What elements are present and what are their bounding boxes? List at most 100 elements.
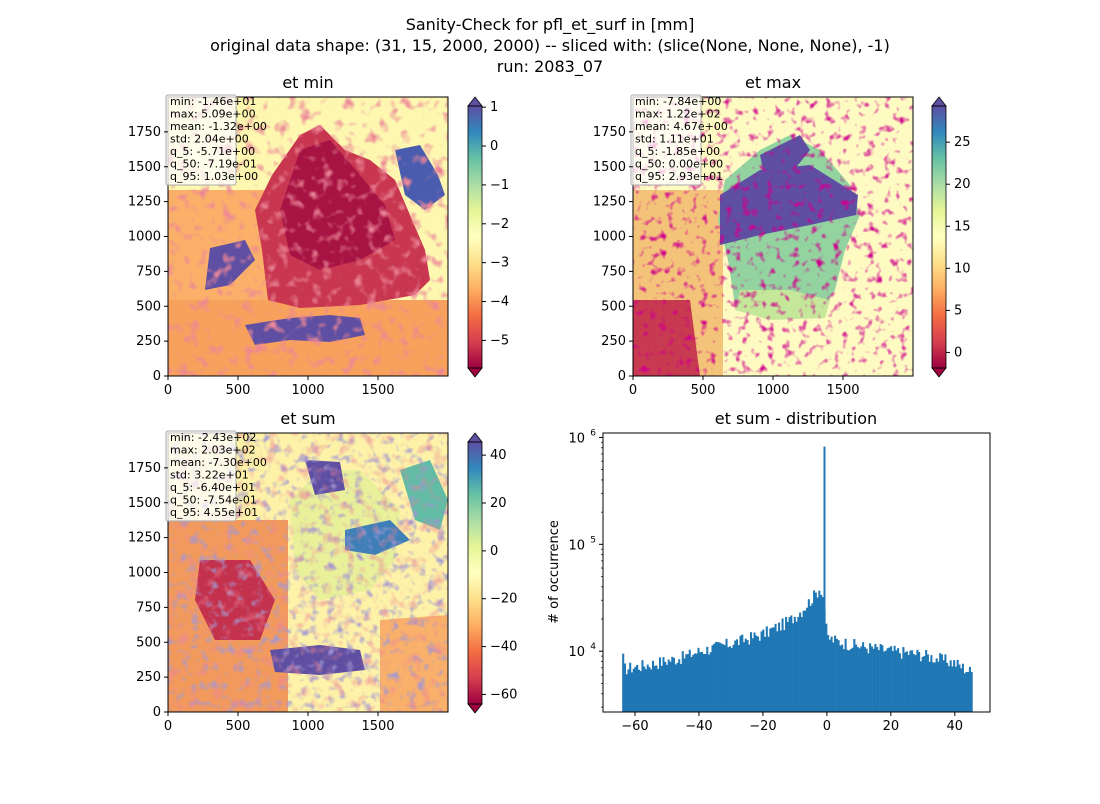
histogram-bar: [940, 654, 943, 712]
histogram-bar: [905, 651, 908, 712]
histogram-bar: [799, 612, 802, 712]
histogram-bar: [876, 647, 879, 712]
x-tick-label: 1500: [361, 383, 394, 398]
histogram-bar: [869, 643, 872, 712]
histogram-bar: [702, 653, 705, 712]
colorbar-gradient: [932, 106, 946, 368]
colorbar-frame: [467, 105, 483, 369]
histogram-bar: [785, 616, 788, 712]
histogram-bar: [879, 644, 882, 712]
histogram-bar: [904, 652, 907, 712]
histogram-bar: [902, 647, 905, 712]
stats-line: q_50: 0.00e+00: [635, 158, 723, 171]
histogram-bar: [665, 664, 669, 712]
histogram-bar: [960, 668, 963, 712]
colorbar-gradient: [468, 442, 482, 704]
histogram-bar: [625, 674, 628, 712]
histogram-bar: [953, 660, 956, 712]
histogram-bar: [658, 657, 662, 712]
x-tick-label: 0: [629, 383, 637, 398]
x-tick-label: 1000: [756, 383, 789, 398]
histogram-bar: [853, 639, 856, 712]
colorbar-extend-min: [931, 367, 947, 378]
y-tick-exponent: 5: [590, 535, 596, 545]
x-tick-label: 1500: [361, 719, 394, 734]
histogram-bar: [639, 671, 642, 712]
histogram-bar: [686, 654, 690, 712]
histogram-bar: [734, 640, 737, 712]
colorbar-tick-label: 20: [490, 496, 507, 511]
histogram-bar: [834, 635, 837, 712]
histogram-bar: [739, 635, 742, 712]
histogram-bar: [693, 653, 697, 712]
histogram-bar: [762, 629, 765, 712]
histogram-bar: [923, 656, 926, 712]
histogram-bar: [893, 645, 896, 712]
histogram-bar: [811, 603, 814, 712]
colorbar-extend-min: [467, 367, 483, 378]
colorbar-tick-label: 0: [490, 139, 498, 154]
stats-box-frame: [165, 94, 237, 186]
histogram-bar: [956, 659, 959, 712]
histogram-bar: [779, 630, 782, 712]
histogram-bar: [729, 646, 732, 712]
y-tick-label: 10: [568, 538, 585, 553]
y-tick-label: 1750: [128, 125, 161, 140]
histogram-bar: [830, 636, 833, 712]
y-tick-label: 0: [153, 369, 161, 384]
histogram-bar: [776, 631, 779, 712]
histogram-bars: [622, 446, 973, 712]
histogram-bar: [629, 662, 632, 712]
histogram-bar: [939, 653, 942, 712]
colorbar-tick-label: −20: [490, 592, 517, 607]
stats-line: q_95: 1.03e+00: [170, 170, 258, 183]
x-tick-label: 1000: [291, 719, 324, 734]
histogram-axes: −60 −40 −20 0 20 40 10 4 10 5 10 6: [568, 428, 963, 734]
x-tick-label: 500: [226, 383, 251, 398]
axes-title-et-min: et min: [282, 73, 333, 92]
histogram-bar: [844, 638, 847, 712]
histogram-bar: [662, 657, 665, 712]
x-tick-label: −20: [749, 719, 776, 734]
histogram-bar: [774, 623, 777, 712]
histogram-bar: [883, 651, 886, 712]
histogram-bar: [907, 654, 910, 712]
colorbar-tick-label: 20: [954, 177, 971, 192]
histogram-bar: [926, 654, 929, 712]
histogram-bar: [632, 668, 635, 712]
x-tick-label: −40: [685, 719, 712, 734]
histogram-bar: [711, 645, 714, 712]
histogram-bar: [800, 616, 803, 712]
colorbar-et-min: 1 0 −1 −2 −3 −4 −5: [467, 96, 509, 378]
histogram-bar: [860, 646, 863, 712]
histogram-bar: [888, 647, 891, 712]
histogram-bar: [827, 635, 830, 712]
histogram-bar: [933, 662, 936, 712]
stats-line: q_50: -7.54e-01: [170, 494, 257, 507]
histogram-bar: [898, 653, 901, 712]
histogram-bar: [935, 658, 938, 712]
histogram-bar: [648, 667, 651, 712]
histogram-bar: [674, 664, 677, 712]
colorbar-et-sum: 40 20 0 −20 −40 −60: [467, 432, 517, 714]
stats-line: max: 2.03e+02: [170, 444, 256, 457]
colorbar-extend-max: [467, 432, 483, 443]
stats-line: q_5: -5.71e+00: [170, 145, 255, 158]
histogram-bar: [778, 622, 781, 712]
colorbar-tick-label: −4: [490, 295, 509, 310]
histogram-bar: [954, 666, 957, 712]
histogram-bar: [651, 660, 655, 712]
colorbar-frame: [467, 441, 483, 705]
histogram-bar: [814, 592, 817, 712]
histogram-bar: [650, 669, 653, 712]
histogram-bar: [820, 594, 823, 712]
histogram-bar: [813, 590, 816, 712]
stats-line: q_50: -7.19e-01: [170, 158, 257, 171]
y-tick-label: 1000: [593, 230, 626, 245]
y-tick-exponent: 6: [590, 428, 596, 438]
histogram-bar: [970, 671, 973, 712]
histogram-bar: [690, 657, 693, 712]
histogram-bar: [872, 648, 875, 712]
